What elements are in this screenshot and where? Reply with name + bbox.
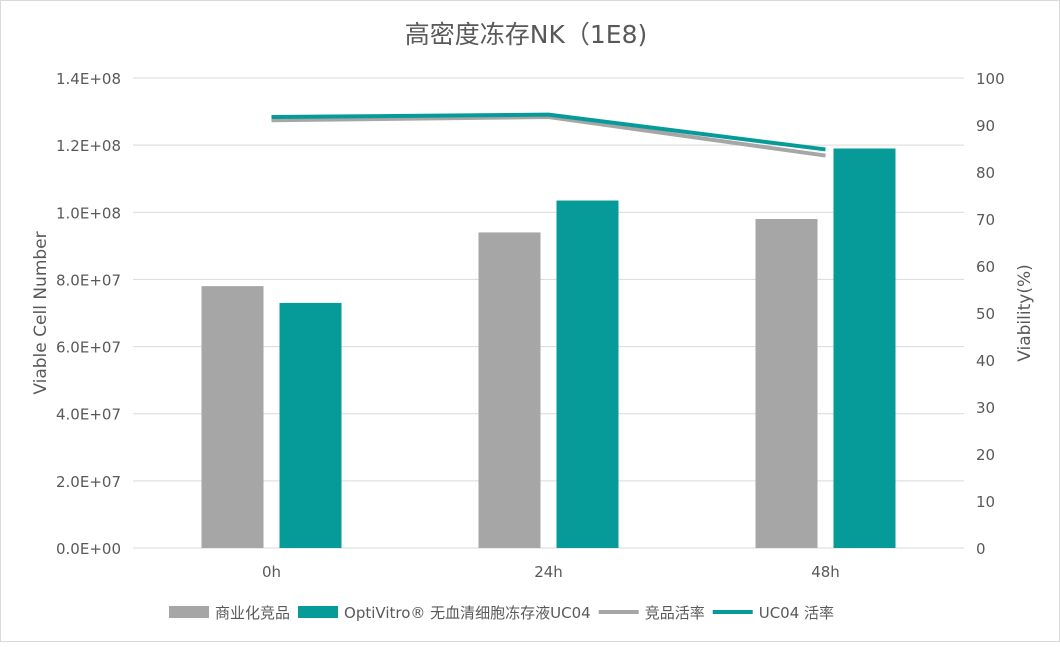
y-tick-label: 1.4E+08	[56, 70, 121, 88]
bar	[755, 219, 818, 548]
y2-tick-label: 30	[976, 399, 995, 417]
x-tick-label: 24h	[534, 563, 563, 581]
y-tick-label: 2.0E+07	[56, 473, 121, 491]
bar	[201, 286, 264, 548]
chart-title: 高密度冻存NK（1E8)	[405, 20, 647, 49]
legend-label: 商业化竞品	[215, 604, 290, 622]
y2-tick-label: 0	[976, 540, 986, 558]
y-axis-label: Viable Cell Number	[31, 231, 51, 394]
bar	[279, 302, 342, 548]
y-tick-label: 6.0E+07	[56, 339, 121, 357]
y2-tick-label: 80	[976, 164, 995, 182]
legend-swatch	[298, 606, 339, 618]
x-tick-label: 48h	[811, 563, 840, 581]
y2-tick-label: 50	[976, 305, 995, 323]
y-axis-ticks: 0.0E+00 2.0E+07 4.0E+07 6.0E+07 8.0E+07 1.0E+…	[56, 70, 121, 558]
y2-axis-ticks: 0 10 20 30 40 50 60 70 80 90 100	[976, 70, 1005, 558]
x-tick-label: 0h	[262, 563, 281, 581]
y-tick-label: 1.0E+08	[56, 204, 121, 222]
y-tick-label: 1.2E+08	[56, 137, 121, 155]
legend-label: UC04 活率	[759, 604, 834, 622]
legend: 商业化竞品 OptiVitro® 无血清细胞冻存液UC04 竞品活率 UC04 活率	[169, 604, 834, 622]
y2-tick-label: 60	[976, 258, 995, 276]
y2-axis-label: Viability(%)	[1015, 264, 1035, 362]
bars	[201, 148, 896, 549]
y-tick-label: 4.0E+07	[56, 406, 121, 424]
legend-swatch	[169, 606, 209, 618]
series-line	[271, 112, 826, 152]
y2-tick-label: 90	[976, 117, 995, 135]
legend-label: 竞品活率	[645, 604, 705, 622]
y2-tick-label: 40	[976, 352, 995, 370]
y2-tick-label: 70	[976, 211, 995, 229]
series-lines	[271, 112, 826, 158]
legend-label: OptiVitro® 无血清细胞冻存液UC04	[344, 604, 591, 622]
y-tick-label: 0.0E+00	[56, 540, 121, 558]
x-axis-ticks: 0h 24h 48h	[262, 563, 840, 581]
gridlines	[133, 77, 964, 549]
bar	[556, 200, 619, 549]
y2-tick-label: 10	[976, 493, 995, 511]
series-line	[271, 115, 826, 158]
y2-tick-label: 100	[976, 70, 1005, 88]
bar	[833, 148, 896, 548]
y2-tick-label: 20	[976, 446, 995, 464]
y-tick-label: 8.0E+07	[56, 271, 121, 289]
bar	[478, 232, 541, 548]
